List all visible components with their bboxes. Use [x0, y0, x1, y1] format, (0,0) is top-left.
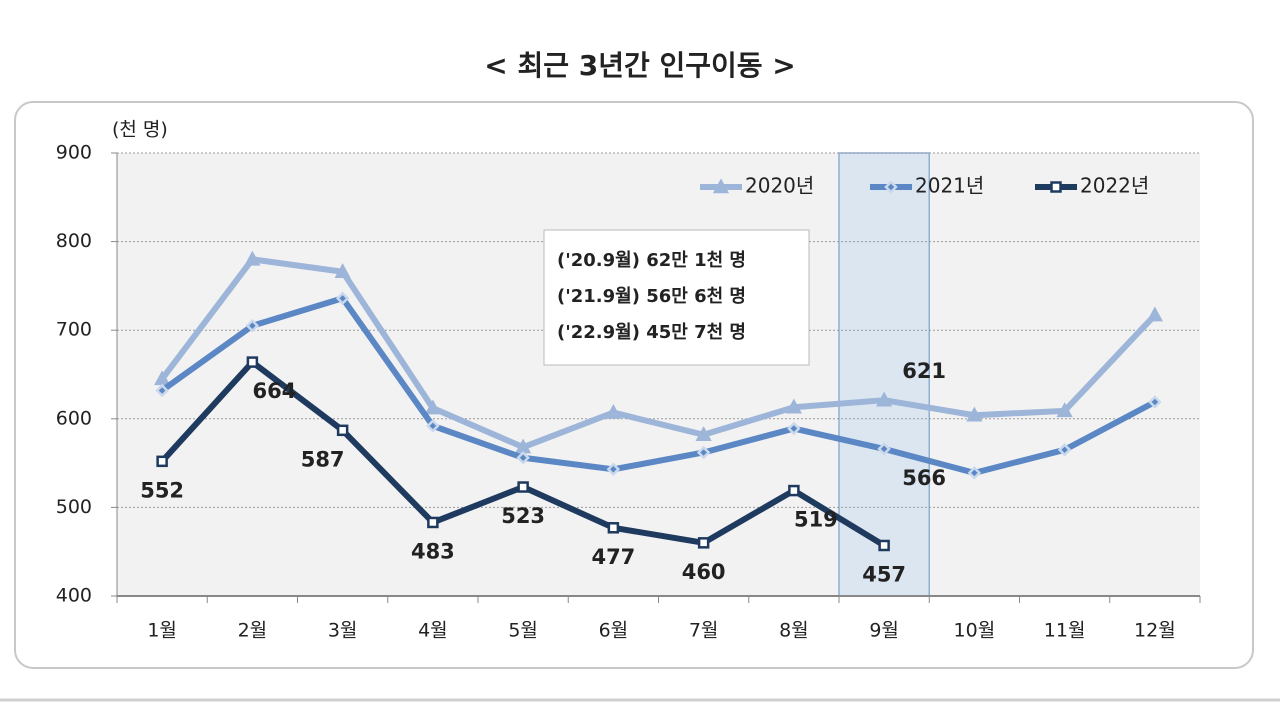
- y-tick-label: 800: [56, 230, 92, 252]
- point-marker: [877, 442, 891, 456]
- annotation-box: [543, 229, 810, 366]
- point-marker: [878, 539, 890, 552]
- point-marker: [788, 484, 800, 497]
- y-tick-label: 500: [56, 496, 92, 518]
- x-tick-label: 4월: [418, 620, 448, 642]
- point-marker: [336, 424, 349, 437]
- point-marker: [245, 319, 260, 333]
- point-marker: [427, 516, 439, 529]
- point-marker: [426, 419, 440, 433]
- point-marker: [424, 399, 441, 415]
- y-tick-label: 900: [56, 142, 92, 164]
- y-tick-label: 700: [56, 319, 92, 341]
- annotation-text: ('22.9월) 45만 7천 명: [557, 322, 746, 343]
- y-unit-label: (천 명): [112, 119, 168, 141]
- point-marker: [1148, 395, 1162, 409]
- point-marker: [334, 263, 351, 278]
- x-tick-label: 9월: [869, 620, 899, 642]
- series-line: [160, 295, 1157, 476]
- point-marker: [335, 291, 350, 306]
- legend-marker: [884, 180, 898, 194]
- series-line: [159, 256, 1158, 451]
- data-label: 587: [301, 447, 345, 471]
- x-tick-label: 8월: [779, 620, 809, 642]
- annotation-text: ('20.9월) 62만 1천 명: [557, 250, 746, 271]
- plot-area: [117, 153, 1200, 596]
- point-marker: [517, 481, 529, 493]
- point-marker: [966, 406, 983, 422]
- point-marker: [876, 391, 893, 407]
- point-marker: [695, 426, 712, 441]
- point-marker: [155, 383, 169, 398]
- legend-marker: [1050, 181, 1062, 193]
- legend-marker: [712, 178, 730, 194]
- point-marker: [605, 403, 622, 419]
- data-label: 664: [252, 379, 296, 403]
- point-marker: [785, 398, 802, 414]
- x-tick-label: 12월: [1134, 620, 1176, 642]
- x-tick-label: 2월: [238, 620, 268, 642]
- chart-title: < 최근 3년간 인구이동 >: [484, 49, 795, 82]
- data-label: 457: [862, 562, 906, 586]
- legend-label: 2020년: [745, 174, 814, 198]
- point-marker: [1057, 443, 1072, 457]
- legend-label: 2021년: [915, 174, 984, 198]
- x-tick-label: 11월: [1044, 620, 1086, 642]
- data-label: 483: [411, 539, 455, 563]
- point-marker: [697, 537, 710, 549]
- x-tick-label: 3월: [328, 620, 358, 642]
- point-marker: [967, 466, 982, 480]
- x-tick-label: 10월: [954, 620, 996, 642]
- x-tick-label: 5월: [508, 620, 538, 642]
- x-tick-label: 6월: [599, 620, 629, 642]
- point-marker: [607, 522, 620, 534]
- point-marker: [1056, 402, 1073, 418]
- x-tick-label: 7월: [689, 620, 719, 642]
- point-marker: [246, 356, 259, 368]
- point-marker: [787, 421, 801, 436]
- data-label: 519: [794, 508, 838, 532]
- data-label: 477: [591, 545, 635, 569]
- point-marker: [516, 451, 530, 465]
- point-marker: [1146, 306, 1163, 322]
- data-label: 566: [902, 466, 946, 490]
- data-label: 460: [682, 560, 726, 584]
- annotation-text: ('21.9월) 56만 6천 명: [557, 286, 746, 307]
- data-label: 523: [501, 504, 545, 528]
- data-label: 552: [140, 478, 184, 502]
- y-tick-label: 400: [56, 585, 92, 607]
- legend-label: 2022년: [1080, 174, 1149, 198]
- point-marker: [156, 455, 168, 468]
- highlight-band: [838, 152, 930, 597]
- point-marker: [696, 445, 711, 460]
- point-marker: [244, 250, 261, 266]
- x-tick-label: 1월: [147, 620, 177, 642]
- data-label: 621: [902, 359, 946, 383]
- y-tick-label: 600: [56, 407, 92, 429]
- point-marker: [606, 462, 621, 477]
